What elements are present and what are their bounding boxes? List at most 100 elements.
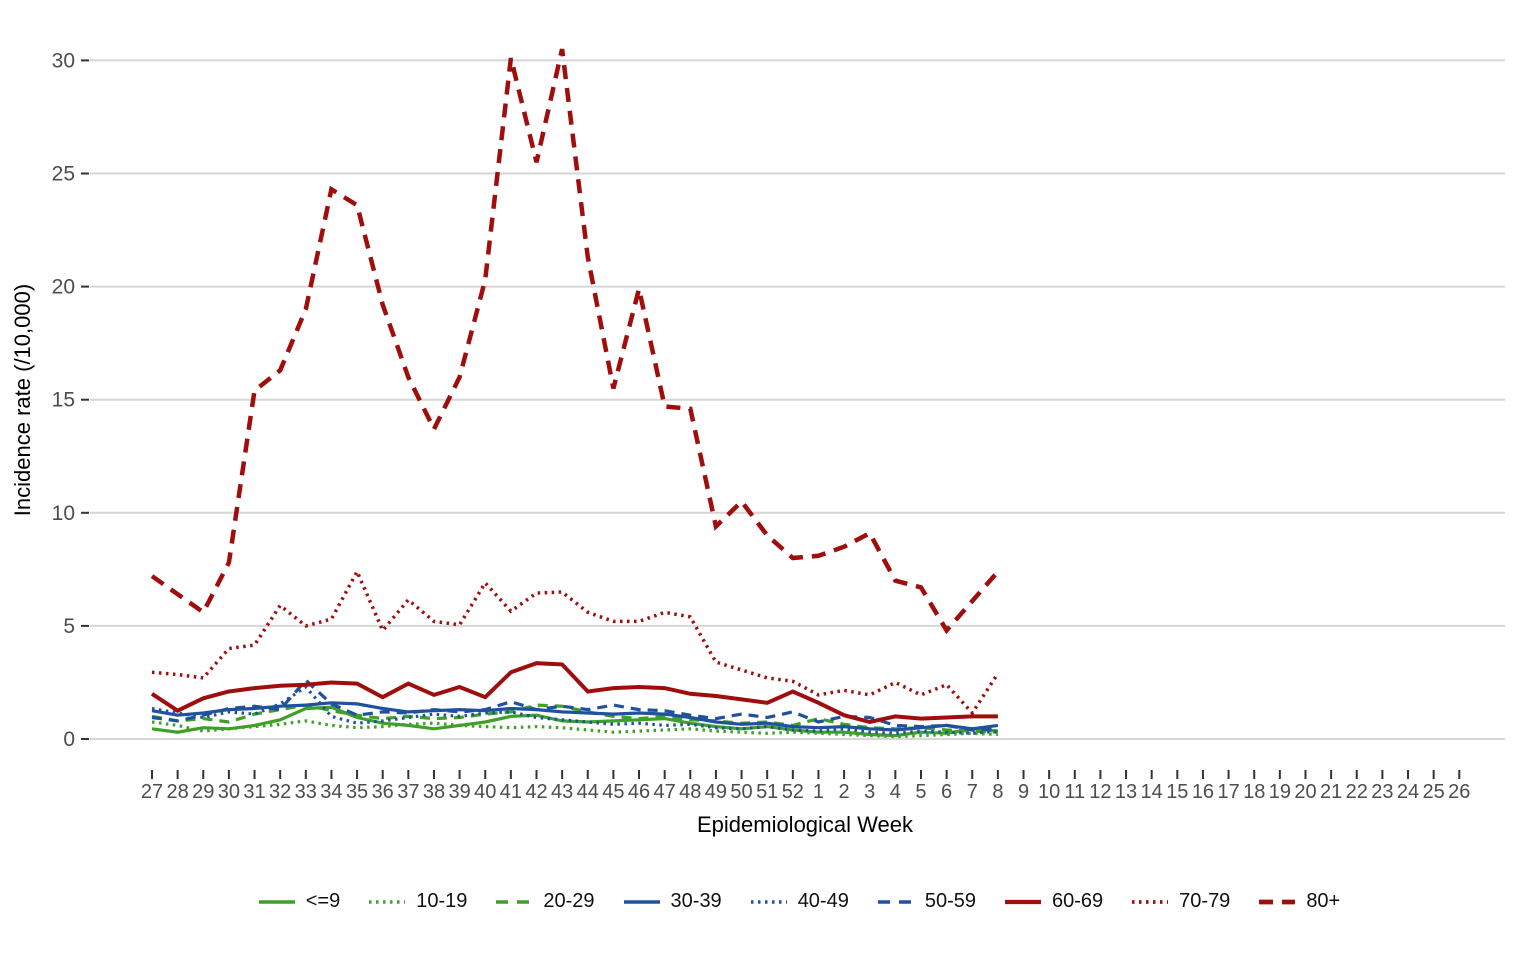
- series-line-80-: [150, 48, 1000, 635]
- x-tick-label: 34: [320, 781, 342, 803]
- series-line--9: [151, 705, 999, 738]
- x-tick-label: 16: [1192, 781, 1214, 803]
- legend-item-40-49: 40-49: [750, 890, 849, 913]
- legend: <=9 10-19 20-29 30-39 40-49 50-59 60-69 70-79 80…: [0, 890, 1536, 913]
- y-tick-label: 0: [63, 728, 75, 751]
- x-tick-label: 45: [602, 781, 624, 803]
- legend-item-30-39: 30-39: [623, 890, 722, 913]
- x-tick-label: 27: [141, 781, 163, 803]
- x-tick-label: 49: [705, 781, 727, 803]
- legend-label-10-19: 10-19: [416, 890, 468, 912]
- legend-label-30-39: 30-39: [670, 890, 722, 912]
- x-tick-label: 12: [1089, 781, 1111, 803]
- legend-label-60-69: 60-69: [1052, 890, 1104, 912]
- x-tick-label: 32: [269, 781, 291, 803]
- x-tick-label: 3: [864, 781, 875, 803]
- gridlines: [90, 59, 1505, 740]
- legend-key-20-29: [496, 899, 533, 904]
- x-tick-label: 42: [525, 781, 547, 803]
- x-tick-label: 6: [941, 781, 952, 803]
- legend-item-50-59: 50-59: [877, 890, 976, 913]
- x-tick-label: 25: [1423, 781, 1445, 803]
- legend-label-50-59: 50-59: [924, 890, 976, 912]
- x-tick-label: 52: [782, 781, 804, 803]
- x-tick-label: 18: [1243, 781, 1265, 803]
- legend-item-60-69: 60-69: [1004, 890, 1103, 913]
- series-line-10-19: [151, 719, 998, 739]
- x-tick-label: 19: [1269, 781, 1291, 803]
- x-axis-title: Epidemiological Week: [697, 812, 914, 837]
- series-line-40-49: [151, 684, 999, 735]
- x-tick-label: 13: [1115, 781, 1137, 803]
- y-tick-label: 25: [52, 163, 75, 186]
- legend-key--9: [258, 899, 295, 904]
- x-tick-label: 46: [628, 781, 650, 803]
- legend-key-60-69: [1005, 899, 1041, 904]
- x-tick-label: 20: [1294, 781, 1316, 803]
- legend-key-50-59: [877, 899, 914, 904]
- x-tick-label: 15: [1166, 781, 1188, 803]
- x-tick-label: 7: [967, 781, 978, 803]
- x-tick-label: 43: [551, 781, 573, 803]
- x-tick-label: 44: [577, 781, 599, 803]
- series-line-60-69: [150, 661, 998, 725]
- x-tick-label: 17: [1217, 781, 1239, 803]
- legend-key-70-79: [1132, 899, 1169, 904]
- x-tick-label: 29: [192, 781, 214, 803]
- x-tick-label: 39: [448, 781, 470, 803]
- y-tick-label: 20: [52, 276, 75, 299]
- legend-item-70-79: 70-79: [1131, 890, 1230, 913]
- x-tick-label: 31: [243, 781, 265, 803]
- legend-key-10-19: [369, 899, 406, 904]
- x-tick-label: 8: [992, 781, 1003, 803]
- y-axis-title: Incidence rate (/10,000): [10, 284, 35, 516]
- x-tick-label: 1: [813, 781, 824, 803]
- legend-label-70-79: 70-79: [1179, 890, 1231, 912]
- x-tick-label: 26: [1448, 781, 1470, 803]
- y-tick-label: 30: [52, 49, 75, 72]
- x-tick-label: 22: [1346, 781, 1368, 803]
- x-tick-label: 5: [915, 781, 926, 803]
- y-tick-label: 15: [52, 389, 75, 412]
- x-axis-ticks: 27 28 29 30 31 32 33 34 35 36 37 38 39 40 41 42 43 44 45 46…: [141, 770, 1470, 803]
- x-tick-label: 24: [1397, 781, 1419, 803]
- x-tick-label: 36: [372, 781, 394, 803]
- x-tick-label: 4: [890, 781, 901, 803]
- legend-item-80-: 80+: [1258, 890, 1340, 913]
- x-tick-label: 10: [1038, 781, 1060, 803]
- legend-key-80-: [1259, 899, 1296, 904]
- y-axis-ticks: 0 5 10 15 20 25 30: [52, 49, 89, 751]
- x-tick-label: 23: [1371, 781, 1393, 803]
- legend-label-80-: 80+: [1306, 890, 1341, 912]
- x-tick-label: 51: [756, 781, 778, 803]
- x-tick-label: 30: [218, 781, 240, 803]
- x-tick-label: 11: [1064, 781, 1085, 803]
- x-tick-label: 14: [1141, 781, 1163, 803]
- legend-label--9: <=9: [305, 890, 341, 912]
- legend-item-20-29: 20-29: [495, 890, 595, 913]
- series-line-30-39: [151, 701, 999, 732]
- x-tick-label: 28: [167, 781, 189, 803]
- legend-key-40-49: [750, 899, 787, 904]
- legend-key-30-39: [623, 899, 660, 904]
- legend-label-40-49: 40-49: [797, 890, 849, 912]
- x-tick-label: 40: [474, 781, 496, 803]
- x-tick-label: 37: [397, 781, 419, 803]
- x-tick-label: 21: [1320, 781, 1342, 803]
- series-line-70-79: [151, 567, 1000, 716]
- x-tick-label: 50: [730, 781, 752, 803]
- x-tick-label: 9: [1018, 781, 1029, 803]
- x-tick-label: 33: [295, 781, 317, 803]
- x-tick-label: 48: [679, 781, 701, 803]
- y-tick-label: 5: [63, 615, 75, 638]
- x-tick-label: 2: [839, 781, 850, 803]
- legend-label-20-29: 20-29: [543, 890, 595, 912]
- x-tick-label: 38: [423, 781, 445, 803]
- series-line-20-29: [151, 703, 998, 734]
- y-tick-label: 10: [52, 502, 75, 525]
- legend-item--9: <=9: [258, 890, 340, 913]
- x-tick-label: 35: [346, 781, 368, 803]
- x-tick-label: 47: [654, 781, 676, 803]
